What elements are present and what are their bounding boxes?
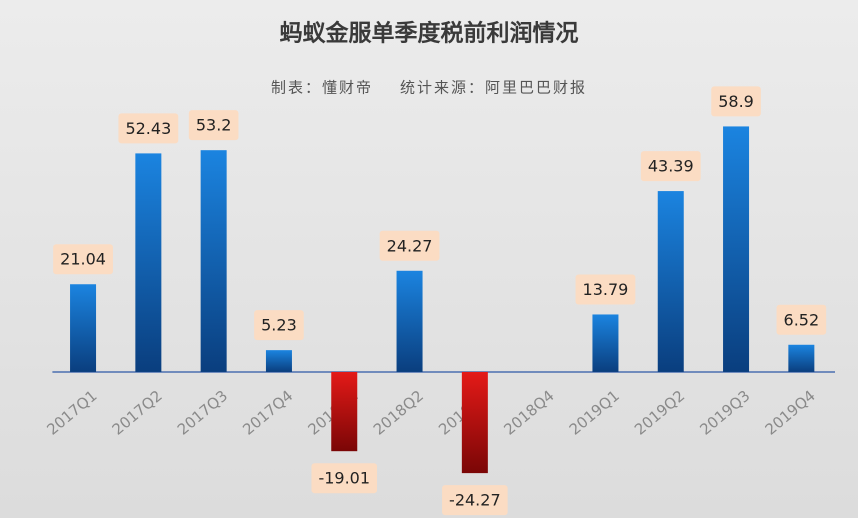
bar — [396, 270, 423, 372]
bar — [265, 350, 292, 372]
data-label-box — [640, 151, 701, 182]
data-label: -24.27 — [449, 491, 501, 510]
bar — [657, 191, 684, 372]
bar — [200, 150, 227, 372]
data-label-box — [575, 274, 636, 305]
data-label: 21.04 — [60, 250, 106, 269]
data-label-box — [53, 244, 113, 275]
bar — [788, 344, 815, 372]
bar — [723, 126, 750, 372]
data-label: 6.52 — [784, 310, 820, 329]
data-label: 13.79 — [583, 280, 629, 299]
data-label-box — [776, 304, 827, 335]
data-label: 58.9 — [718, 92, 754, 111]
bar — [70, 284, 97, 372]
data-label: 43.39 — [648, 157, 694, 176]
data-label-box — [379, 230, 440, 261]
bar — [135, 153, 162, 372]
data-label-box — [118, 113, 179, 144]
bar — [461, 371, 488, 474]
data-label-box — [188, 110, 239, 141]
chart-subtitle: 制表：懂财帝 统计来源：阿里巴巴财报 — [271, 79, 587, 97]
data-label: -19.01 — [318, 469, 370, 488]
bar — [331, 371, 358, 452]
data-label: 53.2 — [196, 116, 232, 135]
data-label-box — [711, 86, 761, 117]
data-label-box — [311, 463, 378, 494]
data-label: 24.27 — [387, 236, 433, 255]
data-label: 52.43 — [125, 119, 171, 138]
data-label-box — [254, 310, 304, 341]
chart-title: 蚂蚁金服单季度税前利润情况 — [280, 20, 579, 47]
data-label: 5.23 — [261, 316, 297, 335]
data-label-box — [442, 485, 508, 516]
bar — [592, 314, 619, 372]
